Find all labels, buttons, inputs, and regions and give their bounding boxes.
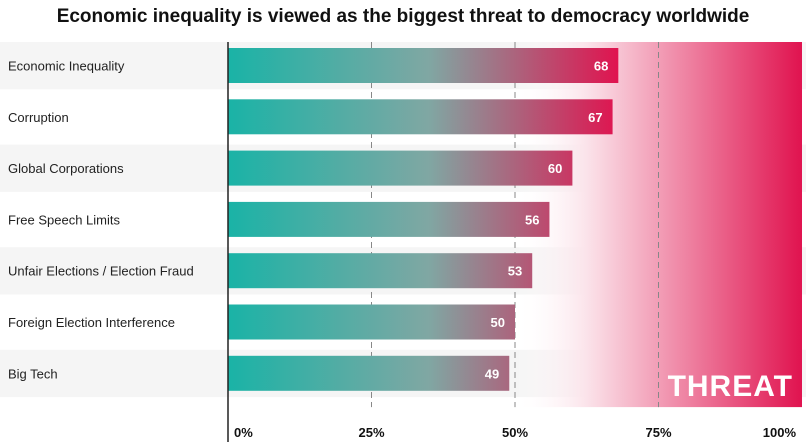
category-label: Unfair Elections / Election Fraud	[8, 264, 194, 279]
bar	[228, 253, 533, 289]
category-label: Global Corporations	[8, 161, 124, 176]
bar	[228, 355, 510, 391]
bar	[228, 48, 619, 83]
x-tick-label: 75%	[645, 425, 671, 440]
category-label: Big Tech	[8, 366, 58, 381]
category-label: Foreign Election Interference	[8, 315, 175, 330]
category-label: Economic Inequality	[8, 59, 125, 74]
bar-value-label: 67	[588, 110, 602, 125]
category-label: Corruption	[8, 110, 69, 125]
bar-value-label: 60	[548, 161, 562, 176]
x-tick-label: 50%	[502, 425, 528, 440]
bar-value-label: 68	[594, 59, 608, 74]
bar-value-label: 53	[508, 264, 522, 279]
bar-value-label: 49	[485, 366, 499, 381]
bar	[228, 304, 515, 340]
x-tick-label: 0%	[234, 425, 253, 440]
bar-value-label: 56	[525, 212, 539, 227]
bar	[228, 99, 613, 135]
bar	[228, 201, 550, 237]
x-tick-label: 100%	[763, 425, 797, 440]
bar-value-label: 50	[491, 315, 505, 330]
x-tick-label: 25%	[358, 425, 384, 440]
category-label: Free Speech Limits	[8, 212, 120, 227]
chart-title: Economic inequality is viewed as the big…	[56, 6, 750, 27]
threat-annotation: THREAT	[668, 370, 793, 403]
bar	[228, 150, 573, 186]
